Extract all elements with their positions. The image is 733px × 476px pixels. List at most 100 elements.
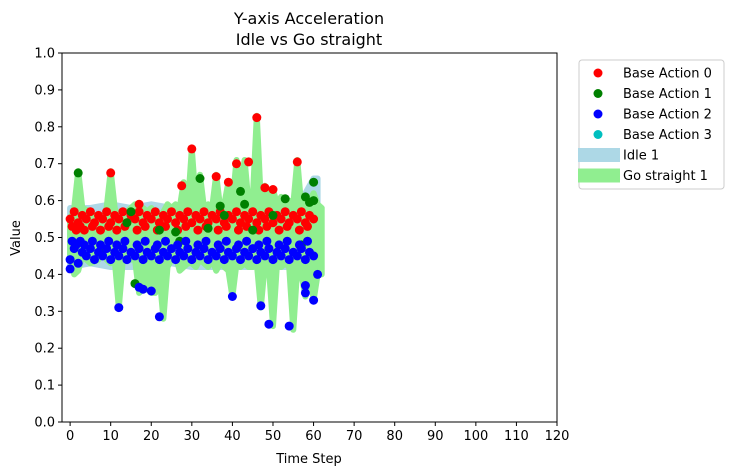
- point-base-action-2: [98, 251, 108, 261]
- point-base-action-1: [154, 225, 164, 235]
- point-base-action-0: [292, 214, 302, 224]
- point-base-action-0: [260, 214, 270, 224]
- point-base-action-0: [181, 221, 191, 231]
- point-base-action-0: [195, 214, 205, 224]
- x-tick-label: 80: [386, 429, 403, 444]
- point-base-action-2: [309, 251, 319, 261]
- point-base-action-0: [211, 172, 221, 182]
- point-base-action-1: [309, 196, 319, 206]
- point-base-action-2: [114, 251, 124, 261]
- point-base-action-2: [173, 240, 183, 250]
- point-base-action-1: [236, 186, 245, 196]
- chart-title: Y-axis Acceleration: [233, 9, 384, 28]
- point-base-action-2: [140, 236, 150, 246]
- point-base-action-0: [112, 225, 122, 235]
- point-base-action-1: [309, 177, 319, 187]
- point-base-action-2: [203, 255, 213, 265]
- point-base-action-2: [181, 236, 191, 246]
- point-base-action-0: [163, 214, 172, 224]
- point-base-action-2: [264, 244, 274, 254]
- point-base-action-2: [106, 255, 116, 265]
- point-base-action-2: [96, 240, 105, 250]
- point-base-action-0: [79, 225, 89, 235]
- legend: Base Action 0 Base Action 1 Base Action 2 B…: [578, 59, 725, 190]
- point-base-action-2: [234, 240, 243, 250]
- y-tick-label: 0.4: [34, 268, 55, 283]
- legend-label-idle-1: Idle 1: [623, 149, 659, 164]
- y-tick-label: 0.2: [34, 342, 55, 357]
- point-base-action-1: [203, 223, 213, 233]
- point-base-action-0: [104, 221, 114, 231]
- x-tick-label: 0: [66, 429, 74, 444]
- point-base-action-0: [134, 199, 144, 209]
- legend-label-go-straight-1: Go straight 1: [623, 169, 708, 184]
- point-base-action-2: [213, 240, 223, 250]
- point-base-action-0: [303, 221, 312, 231]
- point-base-action-0: [262, 221, 272, 231]
- point-base-action-2: [154, 312, 164, 322]
- point-base-action-0: [213, 225, 223, 235]
- point-base-action-1: [122, 218, 132, 228]
- point-base-action-2: [227, 292, 237, 301]
- point-base-action-2: [138, 255, 148, 265]
- point-base-action-2: [161, 236, 170, 246]
- legend-marker-base-action-3: [593, 130, 603, 139]
- y-tick-label: 0.9: [34, 83, 55, 98]
- y-tick-label: 0.8: [34, 120, 55, 135]
- point-base-action-1: [171, 227, 181, 237]
- y-tick-label: 0.7: [34, 157, 55, 172]
- point-base-action-0: [232, 159, 241, 169]
- legend-marker-base-action-1: [593, 89, 603, 98]
- x-tick-label: 120: [545, 429, 570, 444]
- point-base-action-2: [252, 255, 262, 265]
- point-base-action-0: [130, 214, 140, 224]
- point-base-action-2: [242, 236, 252, 246]
- point-base-action-0: [179, 214, 189, 224]
- y-tick-label: 0.5: [34, 231, 55, 246]
- point-base-action-0: [268, 185, 278, 194]
- point-base-action-2: [236, 255, 245, 265]
- point-base-action-2: [130, 251, 140, 261]
- y-tick-label: 1.0: [34, 47, 55, 62]
- point-base-action-0: [65, 214, 75, 224]
- point-base-action-2: [114, 303, 124, 313]
- point-base-action-2: [284, 255, 294, 265]
- point-base-action-0: [280, 207, 290, 217]
- point-base-action-2: [264, 319, 274, 329]
- point-base-action-2: [195, 251, 205, 261]
- point-base-action-2: [282, 236, 292, 246]
- point-base-action-0: [134, 207, 144, 217]
- point-base-action-2: [90, 255, 99, 265]
- point-base-action-2: [262, 236, 272, 246]
- point-base-action-0: [199, 207, 209, 217]
- point-base-action-2: [256, 301, 266, 311]
- legend-swatch-go-straight-1: [578, 168, 620, 183]
- x-tick-label: 10: [102, 429, 119, 444]
- point-base-action-0: [193, 225, 203, 235]
- point-base-action-0: [118, 207, 128, 217]
- point-base-action-0: [252, 218, 262, 228]
- x-tick-label: 90: [427, 429, 444, 444]
- x-tick-label: 110: [504, 429, 529, 444]
- point-base-action-1: [215, 201, 225, 211]
- legend-marker-base-action-0: [593, 68, 603, 78]
- point-base-action-0: [98, 214, 108, 224]
- point-base-action-0: [171, 218, 181, 228]
- point-base-action-0: [227, 214, 237, 224]
- point-base-action-1: [219, 210, 229, 220]
- point-base-action-0: [102, 207, 112, 217]
- point-base-action-2: [65, 255, 75, 265]
- legend-marker-base-action-2: [593, 109, 603, 119]
- x-tick-label: 70: [346, 429, 363, 444]
- x-tick-label: 30: [184, 429, 201, 444]
- point-base-action-2: [132, 240, 142, 250]
- point-base-action-0: [183, 207, 193, 217]
- point-base-action-2: [254, 240, 264, 250]
- point-base-action-0: [211, 214, 221, 224]
- x-tick-label: 60: [305, 429, 322, 444]
- point-base-action-1: [268, 210, 278, 220]
- point-base-action-2: [187, 255, 197, 265]
- point-base-action-0: [282, 221, 292, 231]
- point-base-action-2: [154, 255, 164, 265]
